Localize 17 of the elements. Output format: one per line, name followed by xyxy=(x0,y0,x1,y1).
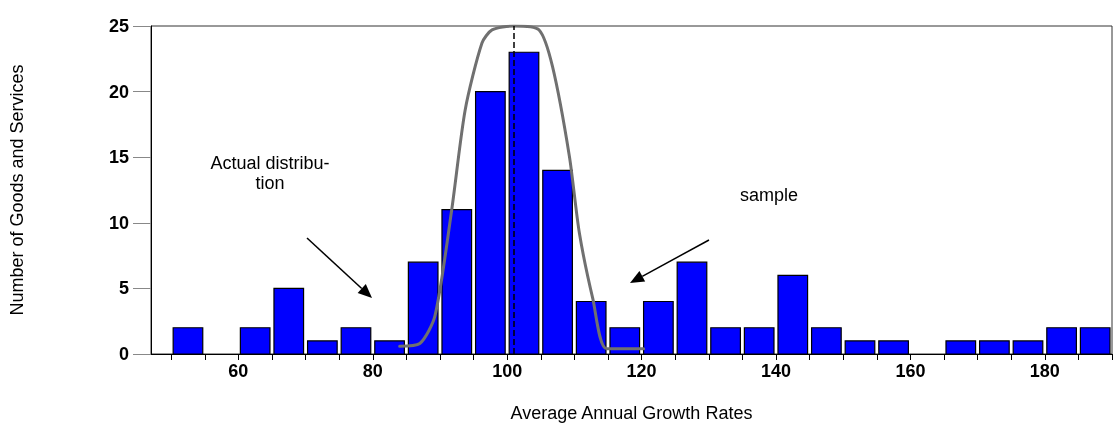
x-axis-title: Average Annual Growth Rates xyxy=(510,403,753,423)
annotation: Actual distribu- tion xyxy=(210,153,330,193)
y-tick-label: 10 xyxy=(108,212,129,233)
x-tick-label: 180 xyxy=(1029,361,1060,381)
x-tick-label: 140 xyxy=(760,361,792,381)
y-tick-label: 20 xyxy=(108,81,129,102)
x-tick-label: 60 xyxy=(228,361,249,381)
annotation: sample xyxy=(739,185,799,205)
y-tick-label: 15 xyxy=(108,147,129,168)
y-tick-label: 25 xyxy=(108,16,129,36)
y-tick-label: 5 xyxy=(118,278,129,299)
y-axis-title: Number of Goods and Services xyxy=(7,64,27,316)
x-tick-label: 120 xyxy=(626,361,657,381)
x-tick-label: 100 xyxy=(492,361,523,381)
x-tick-label: 80 xyxy=(362,361,383,381)
x-tick-label: 160 xyxy=(895,361,926,381)
y-tick-label: 0 xyxy=(118,344,129,364)
